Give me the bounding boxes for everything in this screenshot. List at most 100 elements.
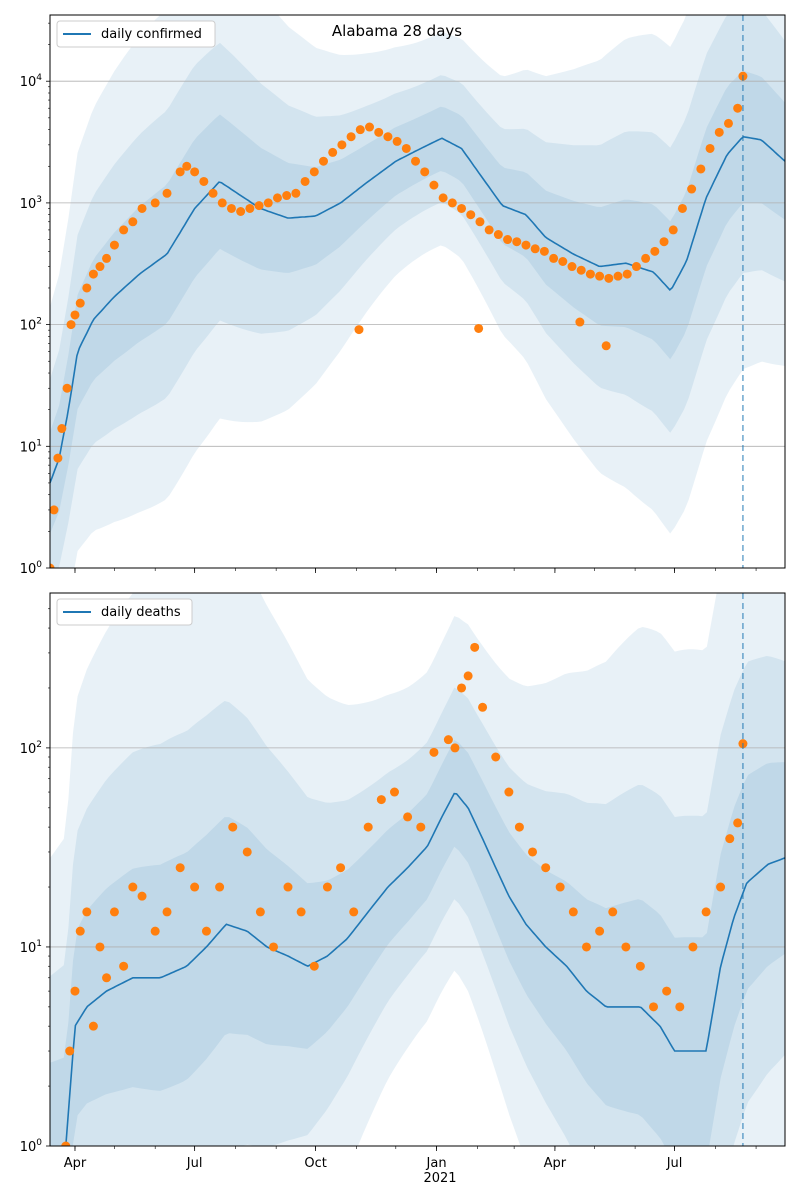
observed-point bbox=[635, 961, 645, 971]
observed-point bbox=[75, 926, 85, 936]
x-tick-label: Jul bbox=[186, 1156, 203, 1171]
observed-point bbox=[175, 863, 185, 873]
observed-point bbox=[677, 203, 687, 213]
observed-point bbox=[70, 986, 80, 996]
y-gridlines bbox=[50, 747, 785, 948]
observed-point bbox=[328, 147, 338, 157]
x-axis: Apr Jul Oct Jan Apr Jul bbox=[64, 1146, 757, 1171]
observed-point bbox=[457, 683, 467, 693]
observed-point bbox=[245, 203, 255, 213]
y-axis: 100 101 102 103 104 bbox=[20, 22, 50, 577]
observed-point bbox=[723, 118, 733, 128]
observed-point bbox=[705, 143, 715, 153]
observed-point bbox=[403, 812, 413, 822]
observed-point bbox=[568, 907, 578, 917]
observed-point bbox=[128, 882, 138, 892]
observed-point bbox=[716, 882, 726, 892]
observed-point bbox=[649, 1002, 659, 1012]
observed-point bbox=[539, 246, 549, 256]
observed-point bbox=[401, 143, 411, 153]
observed-point bbox=[88, 1021, 98, 1031]
observed-point bbox=[675, 1002, 685, 1012]
confidence-bands bbox=[50, 15, 785, 568]
observed-point bbox=[75, 298, 85, 308]
legend-box bbox=[56, 598, 193, 626]
observed-point bbox=[608, 907, 618, 917]
observed-point bbox=[528, 847, 538, 857]
daily-median-line bbox=[50, 135, 785, 484]
observed-point bbox=[504, 787, 514, 797]
observed-point bbox=[82, 907, 92, 917]
y-tick-label: 102 bbox=[20, 317, 42, 334]
observed-point bbox=[420, 167, 430, 177]
observed-point bbox=[521, 240, 531, 250]
observed-point bbox=[190, 882, 200, 892]
observed-point bbox=[493, 230, 503, 240]
legend-label: daily deaths bbox=[101, 605, 181, 620]
median-line bbox=[65, 792, 785, 1146]
y-tick-label: 100 bbox=[20, 560, 43, 577]
observed-point bbox=[254, 201, 264, 211]
observed-point bbox=[701, 907, 711, 917]
observed-point bbox=[336, 863, 346, 873]
confidence-bands bbox=[50, 593, 785, 1146]
observed-point bbox=[309, 961, 319, 971]
observed-point bbox=[300, 176, 310, 186]
observed-point bbox=[457, 203, 467, 213]
x-tick-label: Oct bbox=[304, 1156, 326, 1171]
daily-deaths-panel: 100 101 102 Apr Jul Oct Jan Apr Jul 2021 daily … bbox=[20, 592, 786, 1186]
observed-point bbox=[576, 265, 586, 275]
uncertainty-band bbox=[50, 740, 785, 1146]
observed-point bbox=[714, 127, 724, 137]
legend-box bbox=[56, 20, 216, 48]
observed-point bbox=[150, 926, 160, 936]
observed-point bbox=[322, 882, 332, 892]
observed-point bbox=[355, 125, 365, 135]
observed-point bbox=[662, 986, 672, 996]
observed-point bbox=[622, 269, 632, 279]
observed-point bbox=[503, 235, 513, 245]
observed-point bbox=[283, 882, 293, 892]
observed-point bbox=[365, 122, 375, 132]
observed-point bbox=[70, 310, 80, 320]
observed-point bbox=[119, 225, 129, 235]
median-line bbox=[50, 135, 785, 484]
observed-point bbox=[50, 563, 55, 568]
observed-point bbox=[190, 167, 200, 177]
observed-point bbox=[208, 188, 218, 198]
observed-point bbox=[621, 942, 631, 952]
observed-point bbox=[429, 180, 439, 190]
observed-point bbox=[411, 156, 421, 166]
uncertainty-band bbox=[50, 15, 785, 568]
observed-point bbox=[466, 210, 476, 220]
observed-point bbox=[491, 752, 501, 762]
y-tick-label: 103 bbox=[20, 195, 42, 212]
observed-point bbox=[137, 891, 147, 901]
daily-median-line bbox=[65, 792, 785, 1146]
uncertainty-band bbox=[50, 593, 785, 1146]
observed-point bbox=[595, 271, 605, 281]
plot-frame bbox=[49, 592, 786, 1147]
observed-point bbox=[242, 847, 252, 857]
observed-point bbox=[447, 198, 457, 208]
observed-point bbox=[82, 283, 92, 293]
observed-point bbox=[119, 961, 129, 971]
observed-point bbox=[337, 140, 347, 150]
observed-point bbox=[530, 244, 540, 254]
legend-label: daily confirmed bbox=[101, 27, 202, 42]
observed-point bbox=[182, 161, 192, 171]
observed-point bbox=[668, 225, 678, 235]
legend: daily deaths bbox=[56, 598, 193, 626]
observed-point bbox=[450, 743, 460, 753]
observed-point bbox=[62, 383, 72, 393]
observed-point bbox=[374, 127, 384, 137]
legend: daily confirmed bbox=[56, 20, 216, 48]
uncertainty-band bbox=[50, 656, 785, 1146]
observed-point bbox=[50, 505, 59, 515]
y-axis: 100 101 102 bbox=[20, 608, 50, 1155]
observed-point bbox=[296, 907, 306, 917]
observed-point bbox=[349, 907, 359, 917]
observed-point bbox=[478, 702, 488, 712]
observed-point bbox=[162, 188, 172, 198]
observed-point bbox=[162, 907, 172, 917]
